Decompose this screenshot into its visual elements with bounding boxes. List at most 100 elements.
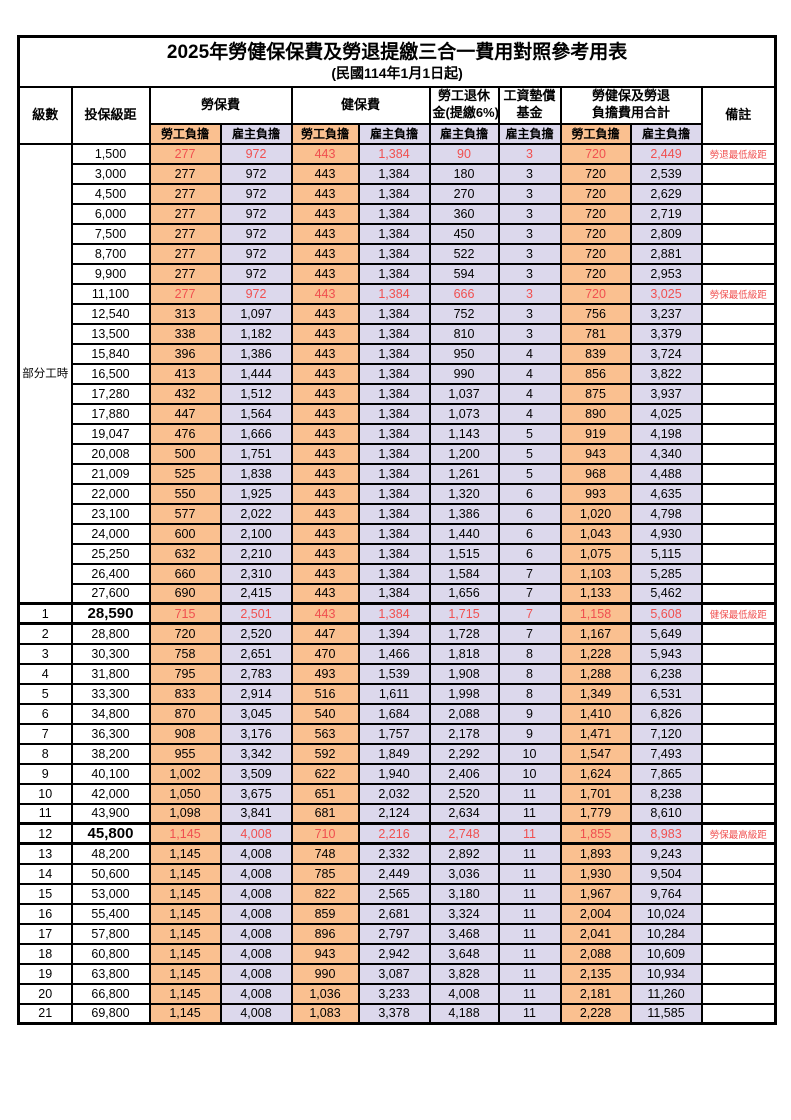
value-cell: 3,828 (428, 962, 500, 985)
value-cell: 1,103 (559, 562, 632, 585)
value-cell: 3,087 (357, 962, 431, 985)
value-cell: 1,440 (428, 522, 500, 545)
value-cell: 2,539 (629, 162, 703, 185)
value-cell: 1,893 (559, 842, 632, 865)
value-cell: 2,032 (357, 782, 431, 805)
value-cell: 7 (497, 602, 562, 625)
value-cell: 1,611 (357, 682, 431, 705)
value-cell: 1,384 (357, 382, 431, 405)
value-cell: 443 (290, 342, 360, 365)
value-cell: 1,050 (148, 782, 222, 805)
value-cell: 2,004 (559, 902, 632, 925)
value-cell: 1,320 (428, 482, 500, 505)
remark-cell (700, 202, 777, 225)
value-cell: 2,210 (219, 542, 293, 565)
level-cell: 21 (17, 1002, 73, 1025)
value-cell: 752 (428, 302, 500, 325)
table-row: 17,280 432 1,512 443 1,384 1,037 4 875 3,937 (19, 382, 777, 405)
value-cell: 2,216 (357, 822, 431, 845)
bracket-cell: 17,280 (70, 382, 151, 405)
remark-cell (700, 222, 777, 245)
remark-cell (700, 842, 777, 865)
table-row: 7,500 277 972 443 1,384 450 3 720 2,809 (19, 222, 777, 245)
value-cell: 1,200 (428, 442, 500, 465)
value-cell: 4,198 (629, 422, 703, 445)
table-row: 21 69,800 1,145 4,008 1,083 3,378 4,188 11 2,228… (17, 1002, 777, 1025)
bracket-cell: 15,840 (70, 342, 151, 365)
value-cell: 7 (497, 562, 562, 585)
value-cell: 1,779 (559, 802, 632, 825)
bracket-cell: 1,500 (70, 142, 151, 165)
value-cell: 11 (497, 942, 562, 965)
value-cell: 3,841 (219, 802, 293, 825)
value-cell: 443 (290, 182, 360, 205)
value-cell: 2,914 (219, 682, 293, 705)
header-sub-row: 勞工負擔 雇主負擔 勞工負擔 雇主負擔 雇主負擔 雇主負擔 勞工負擔 雇主負擔 (19, 122, 776, 145)
table-row: 部分工時 1,500 277 972 443 1,384 90 3 720 2,449 勞退最低級距 (17, 142, 777, 605)
value-cell: 443 (290, 442, 360, 465)
value-cell: 856 (559, 362, 632, 385)
value-cell: 1,384 (357, 322, 431, 345)
table-row: 18 60,800 1,145 4,008 943 2,942 3,648 11 2,088 10… (17, 942, 777, 965)
value-cell: 1,143 (428, 422, 500, 445)
value-cell: 1,384 (357, 502, 431, 525)
value-cell: 4,008 (219, 862, 293, 885)
value-cell: 10,934 (629, 962, 703, 985)
value-cell: 1,384 (357, 182, 431, 205)
table-row: 6 34,800 870 3,045 540 1,684 2,088 9 1,410 6,826 (17, 702, 777, 725)
value-cell: 1,145 (148, 982, 222, 1005)
value-cell: 2,881 (629, 242, 703, 265)
value-cell: 810 (428, 322, 500, 345)
remark-cell (700, 882, 777, 905)
value-cell: 4,635 (629, 482, 703, 505)
value-cell: 277 (148, 282, 222, 305)
level-cell: 4 (17, 662, 73, 685)
value-cell: 443 (290, 322, 360, 345)
value-cell: 11 (497, 822, 562, 845)
value-cell: 277 (148, 222, 222, 245)
value-cell: 1,666 (219, 422, 293, 445)
value-cell: 5,608 (629, 602, 703, 625)
value-cell: 1,757 (357, 722, 431, 745)
value-cell: 990 (290, 962, 360, 985)
value-cell: 594 (428, 262, 500, 285)
level-cell: 13 (17, 842, 73, 865)
value-cell: 1,083 (290, 1002, 360, 1025)
table-row: 22,000 550 1,925 443 1,384 1,320 6 993 4,635 (19, 482, 777, 505)
subheader-health-employee: 勞工負擔 (290, 122, 360, 145)
value-cell: 3 (497, 242, 562, 265)
table-row: 17,880 447 1,564 443 1,384 1,073 4 890 4,025 (19, 402, 777, 425)
value-cell: 972 (219, 182, 293, 205)
value-cell: 11,585 (629, 1002, 703, 1025)
value-cell: 277 (148, 182, 222, 205)
value-cell: 950 (428, 342, 500, 365)
remark-cell (700, 542, 777, 565)
value-cell: 1,037 (428, 382, 500, 405)
level-group-cell: 部分工時 (17, 142, 73, 605)
value-cell: 3,180 (428, 882, 500, 905)
value-cell: 443 (290, 462, 360, 485)
value-cell: 2,022 (219, 502, 293, 525)
value-cell: 720 (148, 622, 222, 645)
value-cell: 3,324 (428, 902, 500, 925)
value-cell: 5,462 (629, 582, 703, 605)
value-cell: 7,865 (629, 762, 703, 785)
value-cell: 795 (148, 662, 222, 685)
value-cell: 443 (290, 282, 360, 305)
table-row: 26,400 660 2,310 443 1,384 1,584 7 1,103 5,285 (19, 562, 777, 585)
value-cell: 666 (428, 282, 500, 305)
level-cell: 19 (17, 962, 73, 985)
remark-cell (700, 1002, 777, 1025)
bracket-cell: 45,800 (70, 822, 151, 845)
value-cell: 443 (290, 262, 360, 285)
remark-cell (700, 702, 777, 725)
value-cell: 592 (290, 742, 360, 765)
table-row: 19,047 476 1,666 443 1,384 1,143 5 919 4,198 (19, 422, 777, 445)
value-cell: 4,008 (219, 882, 293, 905)
value-cell: 2,520 (219, 622, 293, 645)
value-cell: 1,849 (357, 742, 431, 765)
value-cell: 443 (290, 382, 360, 405)
value-cell: 1,515 (428, 542, 500, 565)
value-cell: 11 (497, 802, 562, 825)
value-cell: 2,634 (428, 802, 500, 825)
